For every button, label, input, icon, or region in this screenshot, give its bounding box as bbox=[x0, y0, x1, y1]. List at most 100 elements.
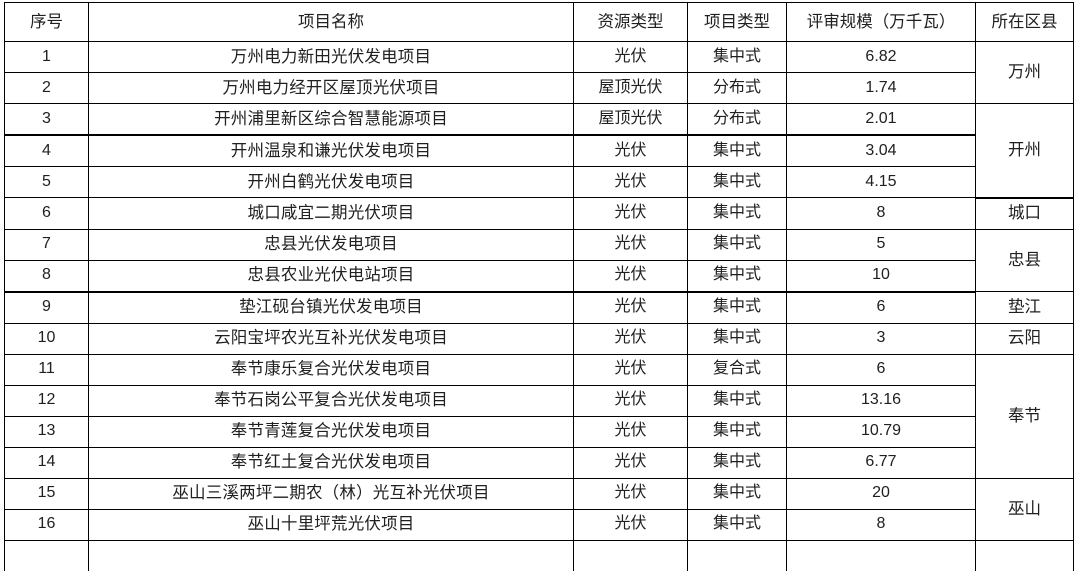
cell-index: 4 bbox=[4, 134, 89, 167]
cell-resource: 光伏 bbox=[573, 477, 688, 510]
cell-type: 集中式 bbox=[687, 384, 787, 417]
cell-name: 万州电力新田光伏发电项目 bbox=[88, 41, 574, 73]
cell-clipped bbox=[975, 539, 1074, 571]
table-row: 16 巫山十里坪荒光伏项目 光伏 集中式 8 bbox=[4, 508, 1074, 541]
cell-type: 分布式 bbox=[687, 72, 787, 104]
cell-scale: 8 bbox=[786, 508, 976, 541]
table-row: 9 垫江砚台镇光伏发电项目 光伏 集中式 6 垫江 bbox=[4, 291, 1074, 324]
cell-name: 万州电力经开区屋顶光伏项目 bbox=[88, 72, 574, 104]
table-row: 11 奉节康乐复合光伏发电项目 光伏 复合式 6 奉节 bbox=[4, 353, 1074, 479]
cell-resource: 光伏 bbox=[573, 415, 688, 448]
table-row: 8 忠县农业光伏电站项目 光伏 集中式 10 bbox=[4, 259, 1074, 293]
cell-clipped bbox=[88, 539, 574, 571]
cell-clipped bbox=[4, 539, 89, 571]
cell-resource: 光伏 bbox=[573, 353, 688, 386]
cell-name: 巫山三溪两坪二期农（林）光互补光伏项目 bbox=[88, 477, 574, 510]
cell-index: 1 bbox=[4, 41, 89, 73]
table-row: 5 开州白鹤光伏发电项目 光伏 集中式 4.15 bbox=[4, 166, 1074, 198]
cell-district: 垫江 bbox=[975, 291, 1074, 324]
cell-index: 5 bbox=[4, 166, 89, 198]
cell-district: 开州 bbox=[975, 103, 1074, 199]
cell-resource: 光伏 bbox=[573, 41, 688, 73]
cell-scale: 6 bbox=[786, 291, 976, 324]
cell-type: 集中式 bbox=[687, 41, 787, 73]
cell-clipped bbox=[786, 539, 976, 571]
cell-index: 6 bbox=[4, 197, 89, 230]
table-row: 6 城口咸宜二期光伏项目 光伏 集中式 8 城口 bbox=[4, 197, 1074, 230]
cell-type: 集中式 bbox=[687, 197, 787, 230]
cell-district: 巫山 bbox=[975, 477, 1074, 541]
cell-name: 忠县光伏发电项目 bbox=[88, 228, 574, 261]
cell-scale: 8 bbox=[786, 197, 976, 230]
cell-scale: 5 bbox=[786, 228, 976, 261]
cell-index: 7 bbox=[4, 228, 89, 261]
cell-name: 开州温泉和谦光伏发电项目 bbox=[88, 134, 574, 167]
cell-name: 奉节康乐复合光伏发电项目 bbox=[88, 353, 574, 386]
cell-name: 开州白鹤光伏发电项目 bbox=[88, 166, 574, 198]
cell-scale: 3 bbox=[786, 322, 976, 355]
cell-type: 集中式 bbox=[687, 477, 787, 510]
cell-resource: 光伏 bbox=[573, 166, 688, 198]
table-row-clipped bbox=[4, 539, 1074, 571]
cell-clipped bbox=[573, 539, 688, 571]
cell-scale: 6.77 bbox=[786, 446, 976, 479]
cell-clipped bbox=[687, 539, 787, 571]
cell-district: 忠县 bbox=[975, 228, 1074, 292]
cell-index: 12 bbox=[4, 384, 89, 417]
cell-type: 集中式 bbox=[687, 134, 787, 167]
cell-resource: 光伏 bbox=[573, 446, 688, 479]
cell-name: 忠县农业光伏电站项目 bbox=[88, 259, 574, 293]
cell-scale: 2.01 bbox=[786, 103, 976, 136]
cell-index: 14 bbox=[4, 446, 89, 479]
cell-scale: 10.79 bbox=[786, 415, 976, 448]
cell-district: 奉节 bbox=[975, 353, 1074, 479]
project-table-container: 序号 项目名称 资源类型 项目类型 评审规模（万千瓦） 所在区县 1 万州电力新田… bbox=[4, 2, 1074, 571]
cell-name: 开州浦里新区综合智慧能源项目 bbox=[88, 103, 574, 136]
cell-district: 云阳 bbox=[975, 322, 1074, 355]
table-row: 4 开州温泉和谦光伏发电项目 光伏 集中式 3.04 bbox=[4, 134, 1074, 167]
cell-resource: 光伏 bbox=[573, 384, 688, 417]
cell-type: 集中式 bbox=[687, 446, 787, 479]
cell-name: 巫山十里坪荒光伏项目 bbox=[88, 508, 574, 541]
column-header-scale: 评审规模（万千瓦） bbox=[786, 2, 976, 42]
cell-index: 10 bbox=[4, 322, 89, 355]
column-header-name: 项目名称 bbox=[88, 2, 574, 42]
cell-resource: 光伏 bbox=[573, 508, 688, 541]
cell-district: 城口 bbox=[975, 197, 1074, 230]
cell-resource: 光伏 bbox=[573, 134, 688, 167]
cell-resource: 屋顶光伏 bbox=[573, 72, 688, 104]
column-header-district: 所在区县 bbox=[975, 2, 1074, 42]
table-body: 1 万州电力新田光伏发电项目 光伏 集中式 6.82 万州 2 万州电力经开区屋顶光伏项目 屋顶… bbox=[4, 41, 1074, 571]
table-row: 7 忠县光伏发电项目 光伏 集中式 5 忠县 bbox=[4, 228, 1074, 292]
column-header-index: 序号 bbox=[4, 2, 89, 42]
cell-scale: 20 bbox=[786, 477, 976, 510]
cell-scale: 3.04 bbox=[786, 134, 976, 167]
table-row: 13 奉节青莲复合光伏发电项目 光伏 集中式 10.79 bbox=[4, 415, 1074, 448]
cell-resource: 光伏 bbox=[573, 228, 688, 261]
cell-type: 集中式 bbox=[687, 415, 787, 448]
cell-index: 9 bbox=[4, 291, 89, 324]
cell-name: 垫江砚台镇光伏发电项目 bbox=[88, 291, 574, 324]
table-row: 3 开州浦里新区综合智慧能源项目 屋顶光伏 分布式 2.01 开州 bbox=[4, 103, 1074, 199]
table-header: 序号 项目名称 资源类型 项目类型 评审规模（万千瓦） 所在区县 bbox=[4, 2, 1074, 42]
cell-index: 16 bbox=[4, 508, 89, 541]
cell-name: 奉节红土复合光伏发电项目 bbox=[88, 446, 574, 479]
cell-name: 城口咸宜二期光伏项目 bbox=[88, 197, 574, 230]
cell-index: 13 bbox=[4, 415, 89, 448]
cell-type: 分布式 bbox=[687, 103, 787, 136]
cell-name: 奉节青莲复合光伏发电项目 bbox=[88, 415, 574, 448]
cell-scale: 1.74 bbox=[786, 72, 976, 104]
table-row: 1 万州电力新田光伏发电项目 光伏 集中式 6.82 万州 bbox=[4, 41, 1074, 104]
cell-type: 集中式 bbox=[687, 291, 787, 324]
table-row: 14 奉节红土复合光伏发电项目 光伏 集中式 6.77 bbox=[4, 446, 1074, 479]
cell-name: 云阳宝坪农光互补光伏发电项目 bbox=[88, 322, 574, 355]
project-evaluation-table: 序号 项目名称 资源类型 项目类型 评审规模（万千瓦） 所在区县 1 万州电力新田… bbox=[4, 2, 1074, 571]
cell-type: 集中式 bbox=[687, 166, 787, 198]
cell-index: 8 bbox=[4, 259, 89, 293]
cell-type: 集中式 bbox=[687, 259, 787, 293]
table-row: 12 奉节石岗公平复合光伏发电项目 光伏 集中式 13.16 bbox=[4, 384, 1074, 417]
cell-name: 奉节石岗公平复合光伏发电项目 bbox=[88, 384, 574, 417]
cell-district: 万州 bbox=[975, 41, 1074, 104]
table-header-row: 序号 项目名称 资源类型 项目类型 评审规模（万千瓦） 所在区县 bbox=[4, 2, 1074, 42]
cell-scale: 6 bbox=[786, 353, 976, 386]
